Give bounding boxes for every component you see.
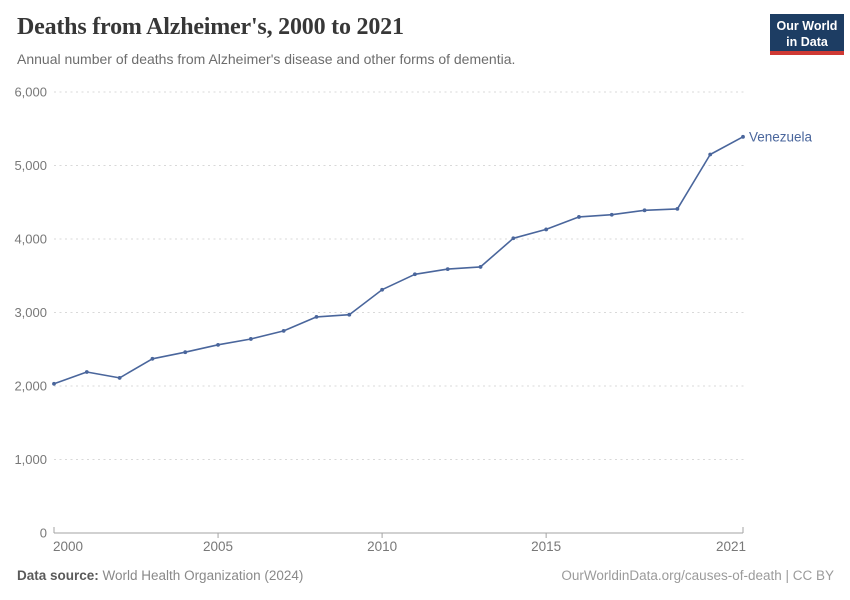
venezuela-point-2002 <box>117 376 122 380</box>
chart-subtitle: Annual number of deaths from Alzheimer's… <box>17 51 516 67</box>
data-source-label: Data source: <box>17 568 99 583</box>
venezuela-point-2005 <box>216 342 220 347</box>
page-title: Deaths from Alzheimer's, 2000 to 2021 <box>17 14 404 40</box>
venezuela-point-2020 <box>708 152 713 157</box>
x-tick-label-2005: 2005 <box>203 539 233 554</box>
credit-link[interactable]: OurWorldinData.org/causes-of-death | CC … <box>561 568 834 583</box>
y-tick-label-2000: 2,000 <box>14 379 47 394</box>
owid-logo[interactable]: Our World in Data <box>770 14 844 55</box>
y-tick-label-4000: 4,000 <box>14 232 47 247</box>
x-tick-label-2021: 2021 <box>716 539 746 554</box>
entity-label: Venezuela <box>749 129 813 144</box>
y-tick-label-0: 0 <box>40 526 47 541</box>
x-tick-label-2015: 2015 <box>531 539 561 554</box>
logo-line2: in Data <box>786 35 828 49</box>
venezuela-point-2021 <box>741 134 745 139</box>
venezuela-line <box>53 136 744 385</box>
venezuela-point-2015 <box>544 227 549 232</box>
y-tick-label-3000: 3,000 <box>14 305 47 320</box>
venezuela-point-2017 <box>609 212 614 217</box>
x-tick-label-2010: 2010 <box>367 539 397 554</box>
venezuela-point-2011 <box>413 272 417 277</box>
data-source-value: World Health Organization (2024) <box>98 568 304 583</box>
y-tick-label-1000: 1,000 <box>14 452 47 467</box>
logo-line1: Our World <box>776 19 838 33</box>
venezuela-point-2001 <box>84 370 89 374</box>
venezuela-point-2007 <box>281 328 286 333</box>
venezuela-point-2006 <box>248 337 253 341</box>
x-tick-label-2000: 2000 <box>53 539 83 554</box>
y-tick-label-5000: 5,000 <box>14 158 47 173</box>
data-source: Data source: World Health Organization (… <box>17 568 303 583</box>
venezuela-point-2016 <box>577 215 581 219</box>
y-tick-label-6000: 6,000 <box>14 85 47 100</box>
venezuela-point-2019 <box>675 206 680 211</box>
venezuela-point-2010 <box>380 287 384 292</box>
venezuela-point-2000 <box>52 381 56 386</box>
venezuela-point-2004 <box>183 350 188 355</box>
venezuela-point-2013 <box>478 265 483 269</box>
venezuela-point-2009 <box>347 312 352 317</box>
venezuela-point-2003 <box>150 356 155 361</box>
venezuela-point-2012 <box>445 267 450 272</box>
venezuela-point-2018 <box>642 208 647 213</box>
venezuela-point-2014 <box>511 236 516 241</box>
venezuela-point-2008 <box>314 315 319 319</box>
